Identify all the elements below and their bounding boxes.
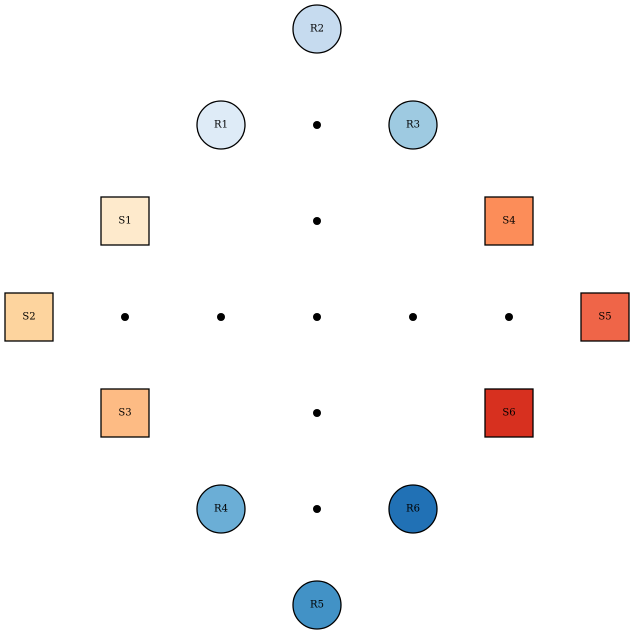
node-circle — [388, 100, 438, 150]
node-r2: R2 — [292, 4, 342, 54]
node-s4: S4 — [484, 196, 534, 246]
junction-layer — [121, 121, 513, 513]
node-square — [4, 292, 54, 342]
node-circle — [196, 100, 246, 150]
node-circle — [388, 484, 438, 534]
node-r6: R6 — [388, 484, 438, 534]
node-circle — [196, 484, 246, 534]
node-layer: R2 R1 R3 S1 S4 S2 S5 S3 S6 R4 R6 R5 — [4, 4, 630, 630]
junction-dot — [121, 313, 129, 321]
node-s6: S6 — [484, 388, 534, 438]
node-square — [580, 292, 630, 342]
node-s3: S3 — [100, 388, 150, 438]
junction-dot — [313, 121, 321, 129]
node-label: S3 — [118, 408, 131, 419]
node-circle — [292, 4, 342, 54]
node-circle — [292, 580, 342, 630]
junction-dot — [313, 313, 321, 321]
junction-dot — [313, 505, 321, 513]
node-label: S5 — [598, 312, 611, 323]
node-label: S2 — [22, 312, 35, 323]
junction-dot — [409, 313, 417, 321]
node-label: R4 — [214, 504, 228, 515]
junction-dot — [313, 409, 321, 417]
node-s5: S5 — [580, 292, 630, 342]
node-square — [484, 388, 534, 438]
node-r1: R1 — [196, 100, 246, 150]
junction-dot — [505, 313, 513, 321]
node-label: R2 — [310, 24, 324, 35]
node-label: R3 — [406, 120, 420, 131]
node-square — [484, 196, 534, 246]
node-square — [100, 196, 150, 246]
junction-dot — [217, 313, 225, 321]
node-s1: S1 — [100, 196, 150, 246]
node-square — [100, 388, 150, 438]
node-label: S1 — [118, 216, 131, 227]
node-r4: R4 — [196, 484, 246, 534]
node-r3: R3 — [388, 100, 438, 150]
node-label: S6 — [502, 408, 515, 419]
node-s2: S2 — [4, 292, 54, 342]
node-r5: R5 — [292, 580, 342, 630]
node-label: R1 — [214, 120, 228, 131]
node-label: S4 — [502, 216, 515, 227]
junction-dot — [313, 217, 321, 225]
node-label: R6 — [406, 504, 420, 515]
node-label: R5 — [310, 600, 324, 611]
